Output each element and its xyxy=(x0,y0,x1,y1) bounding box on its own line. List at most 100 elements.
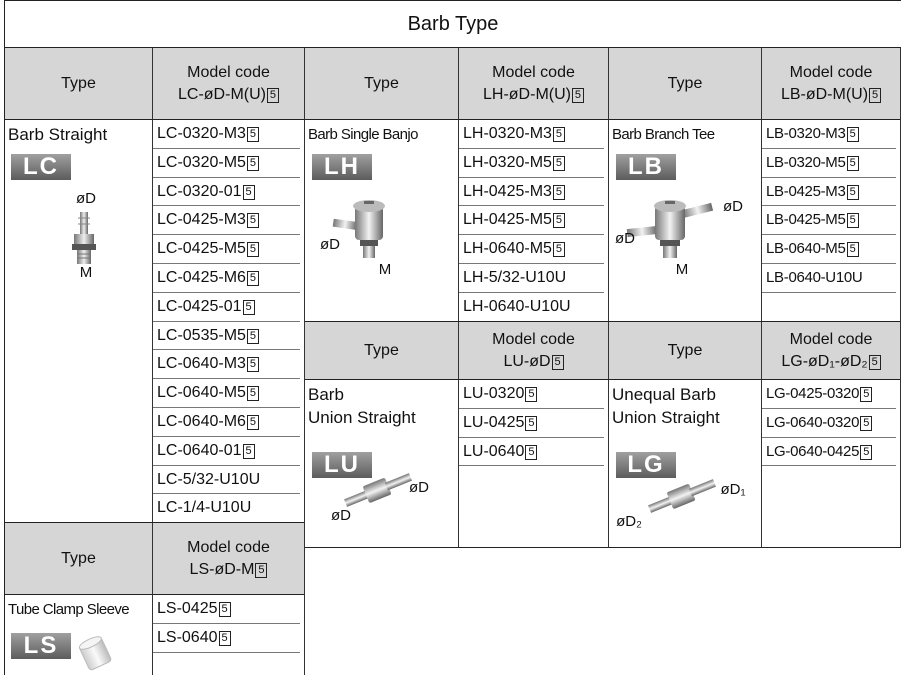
code-pattern-line: LG-øD₁-øD₂ 5 xyxy=(781,351,881,373)
model-code: LS-0425 xyxy=(157,600,218,617)
dimension-label: M xyxy=(79,264,93,281)
code-box: 5 xyxy=(846,155,859,171)
type-badge: LB xyxy=(616,154,676,180)
dimension-label: øD xyxy=(409,479,429,496)
type-name: Unequal Barb xyxy=(612,385,716,404)
fitting-icon xyxy=(344,473,412,507)
code-header: Model code LU-øD 5 xyxy=(459,322,609,380)
code-header: Model code LH-øD-M(U) 5 xyxy=(459,48,609,120)
code-header-text: Model code xyxy=(789,330,873,348)
code-cell: LH-0425-M3 5 xyxy=(459,178,604,207)
dimension-label: M xyxy=(675,261,689,278)
code-header-text: Model code xyxy=(187,63,270,81)
type-header-text: Type xyxy=(667,74,703,92)
model-code: LS-0640 xyxy=(157,628,218,646)
type-header: Type xyxy=(609,322,762,380)
code-cell: LU-0640 5 xyxy=(459,438,604,467)
code-cell: LC-0320-M3 5 xyxy=(153,120,300,149)
code-cell: LC-0320-M5 5 xyxy=(153,149,300,178)
model-code: LH-0640-M5 xyxy=(463,240,552,258)
dimension-label: øD₁ xyxy=(720,481,746,498)
model-code: LU-0640 xyxy=(463,442,525,460)
pattern-box: 5 xyxy=(551,354,564,370)
code-cell: LU-0425 5 xyxy=(459,409,604,438)
code-box: 5 xyxy=(860,387,873,402)
code-header-text: Model code xyxy=(187,538,270,556)
code-pattern-line: LU-øD 5 xyxy=(503,351,564,373)
code-box: 5 xyxy=(552,184,565,200)
model-code: LB-0640-M5 xyxy=(766,240,846,258)
code-cell: LC-0640-M3 5 xyxy=(153,350,300,380)
dimension-label: øD xyxy=(615,230,635,247)
type-name: Barb Straight xyxy=(8,125,108,144)
type-cell: Barb Union Straight LU øD øD xyxy=(305,380,459,548)
code-box: 5 xyxy=(846,184,859,200)
code-box: 5 xyxy=(846,213,859,229)
type-header: Type xyxy=(4,48,153,120)
fitting-icon xyxy=(72,212,96,264)
model-code: LH-0640-U10U xyxy=(463,297,571,315)
type-name: Union Straight xyxy=(612,408,720,427)
code-cell: LH-0320-M5 5 xyxy=(459,149,604,178)
model-code: LB-0425-M5 xyxy=(766,211,846,229)
fitting-icon xyxy=(332,200,385,258)
code-cell: LB-0640-M5 5 xyxy=(762,235,896,264)
code-cell: LG-0640-0320 5 xyxy=(762,409,896,438)
code-box: 5 xyxy=(246,386,259,402)
dimension-label: øD xyxy=(320,236,340,253)
fitting-icon xyxy=(648,479,716,513)
code-cell: LB-0425-M3 5 xyxy=(762,178,896,207)
code-box: 5 xyxy=(860,415,873,431)
code-box: 5 xyxy=(552,213,565,229)
model-code: LC-0640-M6 xyxy=(157,413,246,430)
type-header-text: Type xyxy=(364,341,399,359)
code-cell: LG-0640-0425 5 xyxy=(762,438,896,467)
code-cell: LC-0535-M5 5 xyxy=(153,322,300,351)
model-code: LU-0425 xyxy=(463,413,525,431)
code-pattern-line: LS-øD-M 5 xyxy=(190,559,268,581)
model-code: LB-0425-M3 xyxy=(766,182,846,200)
code-column: LC-0320-M3 5 LC-0320-M5 5 LC-0320-01 5 LC-0425… xyxy=(153,120,305,523)
code-header-text: Model code xyxy=(492,330,575,348)
model-code: LC-0640-M3 xyxy=(157,355,246,373)
code-box: 5 xyxy=(246,213,259,229)
model-code: LC-0425-M3 xyxy=(157,211,246,229)
model-code: LC-5/32-U10U xyxy=(157,470,261,488)
code-header-text: Model code xyxy=(492,63,575,81)
type-header: Type xyxy=(305,48,459,120)
code-pattern: LU-øD xyxy=(503,352,551,370)
code-cell: LC-0425-01 5 xyxy=(153,293,300,322)
code-cell xyxy=(762,293,896,322)
code-cell: LC-0640-M5 5 xyxy=(153,379,300,408)
type-cell: Barb Single Banjo LH øD M xyxy=(305,120,459,322)
code-cell: LC-0425-M5 5 xyxy=(153,235,300,264)
code-box: 5 xyxy=(242,299,255,315)
code-box: 5 xyxy=(525,415,538,431)
model-code: LC-0535-M5 xyxy=(157,326,246,344)
type-cell: Barb Straight LC øD M xyxy=(4,120,153,523)
model-code: LH-5/32-U10U xyxy=(463,269,567,286)
code-box: 5 xyxy=(525,387,538,402)
model-code: LB-0640-U10U xyxy=(766,269,863,286)
model-code: LC-0425-01 xyxy=(157,297,242,315)
code-cell: LC-0425-M3 5 xyxy=(153,206,300,236)
code-cell: LS-0425 5 xyxy=(153,595,300,624)
code-box: 5 xyxy=(246,271,259,286)
dimension-label: øD₂ xyxy=(616,513,642,530)
code-cell: LC-5/32-U10U xyxy=(153,466,300,495)
model-code: LB-0320-M3 xyxy=(766,125,846,142)
model-code: LG-0640-0320 xyxy=(766,413,860,431)
code-column: LB-0320-M3 5 LB-0320-M5 5 LB-0425-M3 5 LB-0425… xyxy=(762,120,901,322)
type-name: Barb Branch Tee xyxy=(612,126,715,143)
model-code: LC-0320-M5 xyxy=(157,153,246,171)
model-code: LC-1/4-U10U xyxy=(157,499,252,517)
code-box: 5 xyxy=(552,242,565,258)
model-code: LH-0320-M5 xyxy=(463,153,552,171)
code-header: Model code LB-øD-M(U) 5 xyxy=(762,48,901,120)
dimension-label: øD xyxy=(331,507,351,524)
pattern-box: 5 xyxy=(571,87,584,103)
type-badge: LG xyxy=(616,452,676,478)
code-cell: LB-0640-U10U xyxy=(762,264,896,293)
code-cell: LB-0320-M3 5 xyxy=(762,120,896,149)
